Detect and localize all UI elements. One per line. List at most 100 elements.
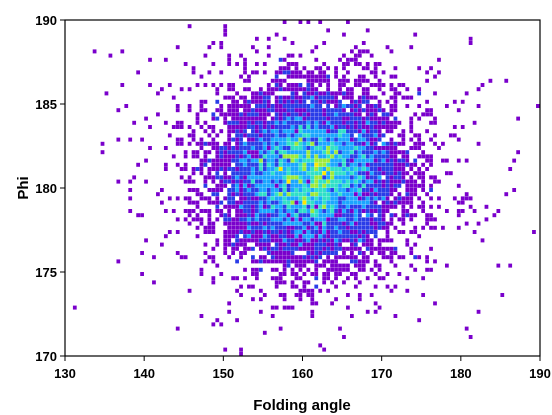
density-cell: [365, 141, 370, 146]
density-cell: [211, 116, 216, 121]
density-cell: [318, 146, 323, 150]
density-cell: [235, 125, 239, 129]
density-cell: [266, 209, 271, 213]
density-cell: [326, 120, 331, 125]
density-cell: [353, 141, 358, 146]
density-cell: [318, 192, 323, 197]
density-cell: [326, 221, 331, 226]
density-cell: [183, 62, 188, 66]
density-cell: [258, 146, 263, 150]
density-cell: [369, 267, 374, 272]
density-cell: [346, 57, 350, 62]
density-cell: [326, 146, 331, 150]
density-cell: [298, 171, 303, 176]
density-cell: [298, 288, 303, 293]
density-cell: [286, 251, 291, 255]
density-cell: [278, 133, 283, 138]
density-cell: [381, 141, 386, 146]
density-cell: [369, 133, 374, 138]
density-cell: [278, 251, 283, 255]
density-cell: [346, 116, 350, 121]
density-cell: [500, 293, 505, 297]
density-cell: [223, 95, 228, 100]
density-cell: [346, 225, 350, 230]
density-cell: [417, 66, 422, 71]
density-cell: [377, 267, 382, 272]
density-cell: [377, 99, 382, 104]
density-cell: [290, 162, 295, 167]
density-cell: [338, 120, 342, 125]
density-cell: [219, 322, 224, 327]
density-cell: [365, 196, 370, 201]
density-cell: [227, 133, 232, 138]
density-cell: [219, 112, 224, 117]
density-cell: [187, 125, 192, 129]
density-cell: [199, 141, 204, 146]
density-cell: [266, 36, 271, 41]
density-cell: [401, 221, 406, 226]
density-cell: [393, 246, 398, 251]
density-cell: [365, 200, 370, 205]
density-cell: [413, 192, 418, 197]
density-cell: [266, 99, 271, 104]
density-cell: [385, 234, 390, 239]
density-cell: [433, 301, 437, 306]
density-cell: [175, 108, 180, 113]
density-cell: [274, 137, 279, 142]
density-cell: [433, 74, 437, 79]
density-cell: [274, 255, 279, 260]
density-cell: [361, 255, 366, 260]
density-cell: [330, 221, 334, 226]
density-cell: [278, 242, 283, 247]
density-cell: [377, 62, 382, 66]
density-cell: [369, 83, 374, 87]
density-cell: [429, 162, 433, 167]
density-cell: [330, 133, 334, 138]
density-cell: [282, 196, 287, 201]
density-cell: [294, 284, 299, 289]
density-cell: [369, 171, 374, 176]
density-cell: [452, 99, 457, 104]
density-cell: [207, 133, 212, 138]
density-cell: [476, 141, 481, 146]
density-cell: [322, 251, 327, 255]
density-cell: [338, 154, 342, 159]
density-cell: [326, 225, 331, 230]
density-cell: [282, 116, 287, 121]
density-cell: [393, 213, 398, 218]
density-cell: [282, 154, 287, 159]
density-cell: [235, 276, 239, 281]
density-cell: [373, 108, 378, 113]
density-cell: [377, 251, 382, 255]
density-cell: [373, 309, 378, 314]
density-cell: [377, 221, 382, 226]
density-cell: [405, 276, 410, 281]
density-cell: [239, 192, 243, 197]
density-cell: [239, 188, 243, 192]
density-cell: [286, 108, 291, 113]
density-cell: [302, 242, 307, 247]
density-cell: [314, 162, 319, 167]
density-cell: [318, 141, 323, 146]
density-cell: [346, 158, 350, 163]
density-cell: [306, 238, 311, 243]
density-cell: [231, 175, 236, 180]
density-cell: [282, 259, 287, 264]
density-cell: [298, 141, 303, 146]
density-cell: [219, 154, 224, 159]
density-cell: [258, 225, 263, 230]
density-cell: [322, 217, 327, 222]
density-cell: [258, 154, 263, 159]
density-cell: [350, 217, 354, 222]
density-cell: [306, 293, 311, 297]
density-cell: [243, 70, 247, 75]
density-cell: [167, 133, 172, 138]
density-cell: [397, 200, 402, 205]
density-cell: [417, 104, 422, 108]
density-cell: [393, 108, 398, 113]
density-cell: [314, 95, 319, 100]
density-cell: [322, 99, 327, 104]
density-cell: [136, 213, 141, 218]
density-cell: [251, 230, 255, 234]
density-cell: [397, 179, 402, 184]
